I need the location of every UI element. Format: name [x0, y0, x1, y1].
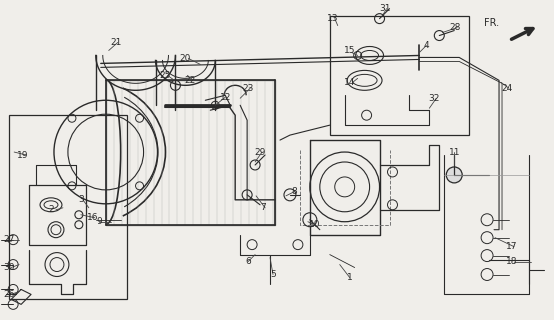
- Text: 26: 26: [3, 290, 15, 299]
- Text: 19: 19: [17, 150, 29, 160]
- Text: 2: 2: [48, 205, 54, 214]
- Text: 18: 18: [506, 257, 518, 266]
- Text: 21: 21: [110, 38, 121, 47]
- Text: 4: 4: [424, 41, 429, 50]
- Text: 16: 16: [87, 213, 99, 222]
- Text: 25: 25: [160, 71, 171, 80]
- Text: 9: 9: [96, 217, 101, 226]
- Circle shape: [447, 167, 462, 183]
- Text: 20: 20: [179, 54, 191, 63]
- Bar: [9, 115, 127, 300]
- Text: 31: 31: [379, 4, 390, 13]
- Text: 28: 28: [449, 23, 461, 32]
- Text: 11: 11: [449, 148, 460, 156]
- Text: 10: 10: [309, 220, 321, 229]
- Text: 12: 12: [219, 93, 231, 102]
- Text: 17: 17: [506, 242, 518, 251]
- Text: 5: 5: [270, 270, 276, 279]
- Text: 22: 22: [184, 76, 196, 85]
- Text: FR.: FR.: [484, 18, 499, 28]
- Text: 24: 24: [501, 84, 512, 93]
- Text: 23: 23: [243, 84, 254, 93]
- Text: 32: 32: [429, 94, 440, 103]
- Text: 7: 7: [260, 203, 266, 212]
- Text: 3: 3: [78, 195, 84, 204]
- Text: 8: 8: [291, 188, 297, 196]
- Text: 6: 6: [245, 257, 251, 266]
- Text: 14: 14: [344, 78, 355, 87]
- Text: 13: 13: [327, 14, 338, 23]
- Text: 1: 1: [347, 273, 352, 282]
- Text: 15: 15: [344, 46, 356, 55]
- Text: 29: 29: [254, 148, 266, 156]
- Bar: [330, 16, 469, 135]
- Text: 30: 30: [3, 263, 15, 272]
- Text: 27: 27: [3, 235, 15, 244]
